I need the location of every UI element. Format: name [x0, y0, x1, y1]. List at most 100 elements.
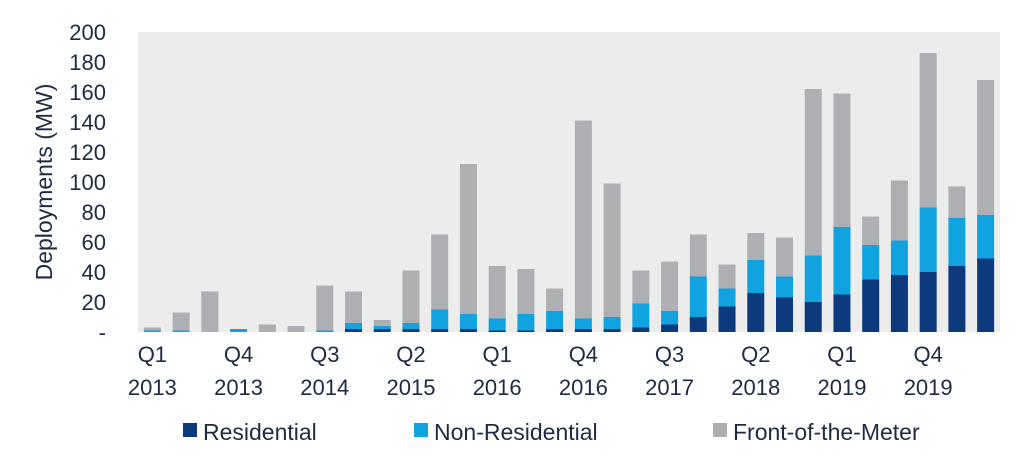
- bar-non-residential-25: [862, 245, 880, 280]
- y-tick-label: 80: [82, 200, 106, 225]
- bar-non-residential-15: [574, 318, 592, 329]
- bar-front-of-the-meter-9: [402, 270, 420, 323]
- y-tick-label: 180: [69, 50, 106, 75]
- bar-front-of-the-meter-8: [373, 320, 391, 326]
- bar-front-of-the-meter-12: [488, 266, 506, 319]
- bar-residential-16: [603, 329, 621, 332]
- bar-front-of-the-meter-7: [345, 291, 362, 323]
- x-tick-label-year: 2016: [473, 375, 522, 400]
- bar-front-of-the-meter-28: [948, 186, 966, 218]
- x-tick-label: Q2: [741, 342, 770, 367]
- bar-front-of-the-meter-22: [776, 237, 793, 277]
- bar-non-residential-27: [919, 207, 937, 272]
- bar-front-of-the-meter-14: [546, 288, 564, 311]
- x-tick-label-year: 2013: [128, 375, 177, 400]
- bar-non-residential-7: [345, 323, 362, 329]
- bar-front-of-the-meter-13: [517, 269, 535, 314]
- y-tick-label: -: [99, 320, 106, 345]
- bar-residential-7: [345, 329, 362, 332]
- bar-front-of-the-meter-10: [431, 234, 449, 310]
- x-tick-label-year: 2018: [731, 375, 780, 400]
- bar-non-residential-22: [776, 276, 793, 298]
- bar-front-of-the-meter-26: [890, 180, 908, 241]
- bar-front-of-the-meter-0: [143, 327, 161, 331]
- x-tick-label-year: 2019: [904, 375, 953, 400]
- legend-label: Residential: [203, 419, 317, 445]
- legend-label: Non-Residential: [434, 419, 598, 445]
- bar-front-of-the-meter-27: [919, 53, 937, 208]
- legend-label: Front-of-the-Meter: [733, 419, 920, 445]
- y-tick-label: 20: [82, 290, 106, 315]
- bar-front-of-the-meter-2: [201, 291, 219, 332]
- legend: Residential Non-Residential Front-of-the-M…: [183, 419, 920, 445]
- bar-residential-23: [804, 302, 822, 332]
- bar-residential-15: [574, 329, 592, 332]
- bar-residential-28: [948, 266, 966, 332]
- bar-non-residential-9: [402, 323, 420, 329]
- bars-group: [143, 53, 995, 332]
- bar-front-of-the-meter-25: [862, 216, 880, 245]
- x-tick-label: Q3: [655, 342, 684, 367]
- bar-front-of-the-meter-4: [258, 324, 276, 332]
- bar-non-residential-28: [948, 218, 966, 266]
- bar-residential-29: [977, 258, 995, 332]
- bar-residential-17: [632, 327, 650, 332]
- bar-residential-10: [431, 329, 449, 332]
- bar-residential-27: [919, 272, 937, 332]
- y-axis-title: Deployments (MW): [31, 84, 57, 281]
- bar-non-residential-16: [603, 317, 621, 329]
- bar-residential-14: [546, 329, 564, 332]
- x-tick-label: Q3: [310, 342, 339, 367]
- y-tick-label: 40: [82, 260, 106, 285]
- bar-front-of-the-meter-15: [574, 120, 592, 319]
- x-tick-label: Q1: [138, 342, 167, 367]
- bar-front-of-the-meter-20: [718, 264, 736, 289]
- bar-non-residential-11: [459, 314, 477, 329]
- bar-non-residential-18: [661, 311, 679, 325]
- bar-residential-22: [776, 297, 793, 332]
- bar-front-of-the-meter-16: [603, 183, 621, 317]
- bar-non-residential-17: [632, 303, 650, 328]
- x-tick-label-year: 2019: [817, 375, 866, 400]
- legend-swatch-non-residential: [414, 423, 428, 437]
- bar-non-residential-3: [230, 329, 248, 332]
- x-tick-label: Q4: [569, 342, 598, 367]
- bar-residential-24: [833, 294, 851, 332]
- bar-front-of-the-meter-21: [747, 233, 765, 260]
- y-tick-label: 200: [69, 20, 106, 45]
- x-tick-label: Q1: [482, 342, 511, 367]
- bar-front-of-the-meter-5: [287, 326, 305, 332]
- x-tick-label: Q4: [224, 342, 253, 367]
- x-tick-label-year: 2017: [645, 375, 694, 400]
- bar-non-residential-14: [546, 311, 564, 329]
- legend-swatch-residential: [183, 423, 197, 437]
- bar-residential-21: [747, 293, 765, 332]
- bar-non-residential-8: [373, 326, 391, 329]
- bar-residential-25: [862, 279, 880, 332]
- bar-residential-20: [718, 306, 736, 332]
- y-tick-label: 60: [82, 230, 106, 255]
- y-tick-label: 160: [69, 80, 106, 105]
- bar-residential-12: [488, 330, 506, 332]
- bar-non-residential-19: [689, 276, 707, 317]
- plot-area-background: [138, 32, 1000, 332]
- bar-non-residential-12: [488, 318, 506, 331]
- bar-residential-8: [373, 329, 391, 332]
- bar-non-residential-13: [517, 314, 535, 331]
- y-tick-label: 140: [69, 110, 106, 135]
- bar-non-residential-10: [431, 309, 449, 329]
- bar-residential-18: [661, 324, 679, 332]
- bar-residential-9: [402, 329, 420, 332]
- bar-front-of-the-meter-11: [459, 164, 477, 314]
- bar-non-residential-23: [804, 255, 822, 302]
- bar-front-of-the-meter-17: [632, 270, 650, 304]
- x-tick-label-year: 2015: [386, 375, 435, 400]
- bar-non-residential-0: [143, 330, 161, 332]
- legend-swatch-front-of-the-meter: [713, 423, 727, 437]
- bar-residential-26: [890, 275, 908, 332]
- x-tick-label-year: 2014: [300, 375, 349, 400]
- x-tick-label: Q4: [913, 342, 942, 367]
- bar-front-of-the-meter-6: [316, 285, 334, 331]
- bar-front-of-the-meter-29: [977, 80, 995, 215]
